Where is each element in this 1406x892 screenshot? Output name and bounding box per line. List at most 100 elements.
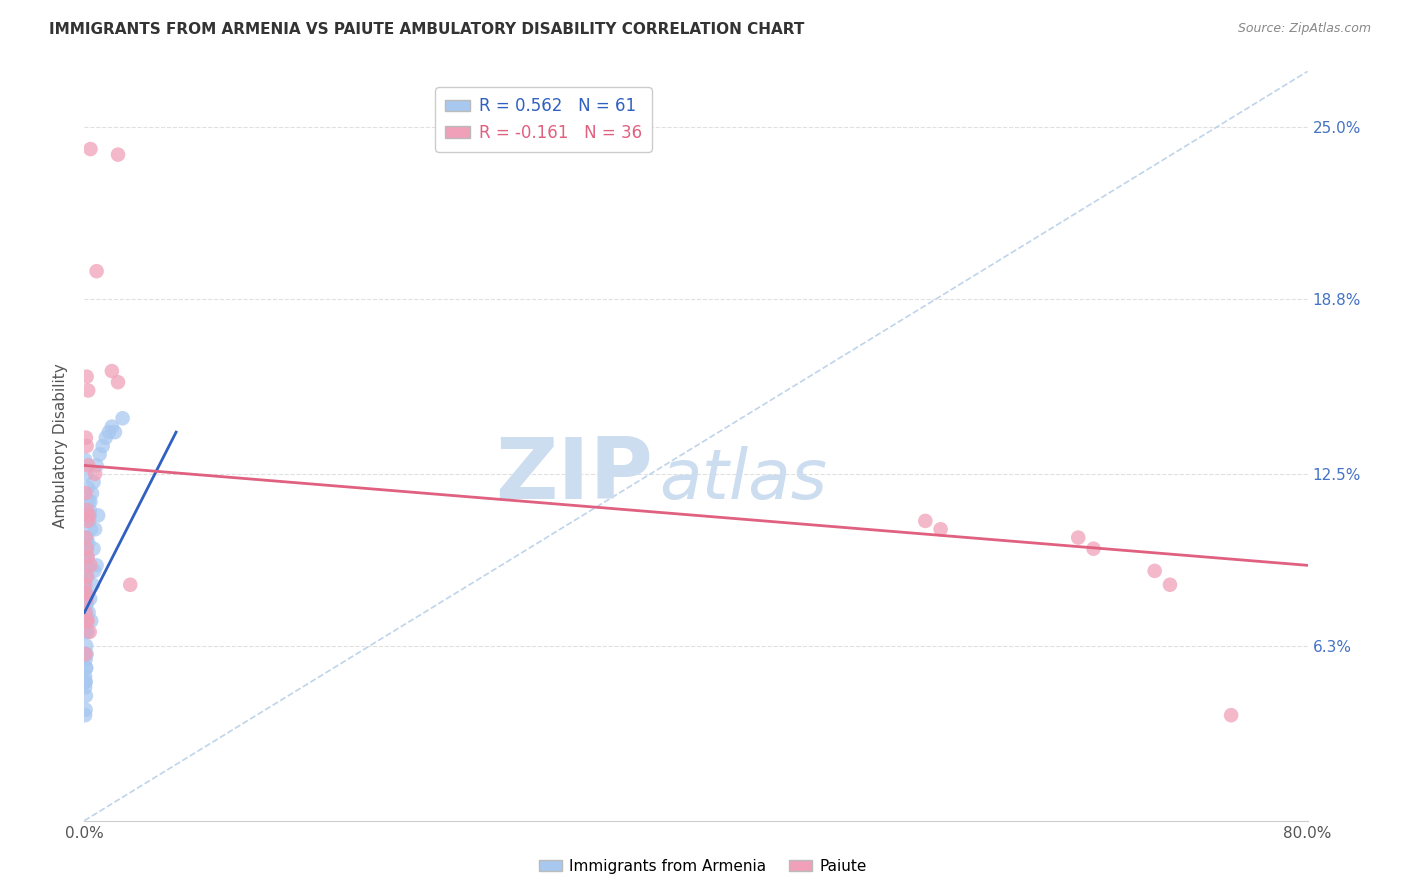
Point bbox=[76, 508, 98, 523]
Point bbox=[83, 475, 105, 489]
Point bbox=[84, 467, 107, 481]
Point bbox=[75, 586, 97, 600]
Point bbox=[75, 614, 97, 628]
Point bbox=[75, 586, 97, 600]
Point bbox=[79, 591, 101, 606]
Point bbox=[101, 419, 124, 434]
Point bbox=[76, 369, 98, 384]
Point bbox=[77, 514, 100, 528]
Text: ZIP: ZIP bbox=[495, 434, 654, 517]
Point bbox=[76, 569, 98, 583]
Point bbox=[75, 661, 97, 675]
Point bbox=[75, 606, 97, 620]
Point bbox=[1083, 541, 1105, 556]
Point bbox=[75, 453, 97, 467]
Point bbox=[77, 606, 100, 620]
Point bbox=[75, 578, 97, 592]
Point bbox=[77, 494, 100, 508]
Point bbox=[94, 431, 117, 445]
Text: IMMIGRANTS FROM ARMENIA VS PAIUTE AMBULATORY DISABILITY CORRELATION CHART: IMMIGRANTS FROM ARMENIA VS PAIUTE AMBULA… bbox=[49, 22, 804, 37]
Point bbox=[83, 564, 105, 578]
Point bbox=[1220, 708, 1243, 723]
Point bbox=[75, 661, 97, 675]
Point bbox=[80, 522, 103, 536]
Point bbox=[929, 522, 952, 536]
Point bbox=[75, 703, 97, 717]
Point bbox=[76, 439, 98, 453]
Point bbox=[75, 558, 97, 573]
Point bbox=[75, 689, 97, 703]
Y-axis label: Ambulatory Disability: Ambulatory Disability bbox=[53, 364, 69, 528]
Text: atlas: atlas bbox=[659, 446, 827, 513]
Point bbox=[76, 503, 98, 517]
Point bbox=[75, 606, 97, 620]
Point bbox=[76, 614, 98, 628]
Point bbox=[914, 514, 936, 528]
Point bbox=[76, 549, 98, 564]
Point bbox=[75, 549, 97, 564]
Point bbox=[75, 681, 97, 695]
Point bbox=[76, 624, 98, 639]
Point bbox=[76, 597, 98, 611]
Point bbox=[77, 536, 100, 550]
Point bbox=[75, 639, 97, 653]
Point bbox=[79, 558, 101, 573]
Point bbox=[79, 494, 101, 508]
Point bbox=[91, 439, 114, 453]
Point bbox=[82, 578, 104, 592]
Point bbox=[79, 624, 101, 639]
Point bbox=[76, 541, 98, 556]
Point bbox=[75, 653, 97, 667]
Point bbox=[86, 264, 108, 278]
Point bbox=[76, 481, 98, 495]
Point bbox=[111, 411, 134, 425]
Point bbox=[86, 558, 108, 573]
Point bbox=[75, 597, 97, 611]
Point bbox=[107, 147, 129, 161]
Point bbox=[75, 669, 97, 683]
Point bbox=[75, 624, 97, 639]
Point bbox=[76, 569, 98, 583]
Point bbox=[75, 708, 97, 723]
Point bbox=[83, 541, 105, 556]
Point bbox=[77, 458, 100, 473]
Point bbox=[77, 384, 100, 398]
Point bbox=[120, 578, 142, 592]
Point bbox=[104, 425, 127, 439]
Point bbox=[84, 522, 107, 536]
Point bbox=[76, 541, 98, 556]
Point bbox=[1067, 531, 1090, 545]
Point bbox=[87, 508, 110, 523]
Point bbox=[76, 591, 98, 606]
Point bbox=[80, 614, 103, 628]
Point bbox=[75, 564, 97, 578]
Point bbox=[75, 674, 97, 689]
Point bbox=[76, 514, 98, 528]
Point bbox=[1159, 578, 1181, 592]
Point bbox=[89, 447, 111, 461]
Point bbox=[77, 508, 100, 523]
Point bbox=[97, 425, 120, 439]
Point bbox=[75, 431, 97, 445]
Point bbox=[79, 508, 101, 523]
Point bbox=[107, 375, 129, 389]
Point bbox=[75, 591, 97, 606]
Point bbox=[76, 531, 98, 545]
Point bbox=[79, 142, 101, 156]
Point bbox=[75, 674, 97, 689]
Point bbox=[75, 531, 97, 545]
Point bbox=[101, 364, 124, 378]
Point bbox=[79, 503, 101, 517]
Point bbox=[76, 614, 98, 628]
Point bbox=[1143, 564, 1166, 578]
Point bbox=[75, 614, 97, 628]
Point bbox=[76, 647, 98, 661]
Point bbox=[86, 458, 108, 473]
Point bbox=[75, 467, 97, 481]
Point bbox=[80, 486, 103, 500]
Text: Source: ZipAtlas.com: Source: ZipAtlas.com bbox=[1237, 22, 1371, 36]
Legend: R = 0.562   N = 61, R = -0.161   N = 36: R = 0.562 N = 61, R = -0.161 N = 36 bbox=[436, 87, 651, 152]
Point bbox=[75, 647, 97, 661]
Point bbox=[76, 549, 98, 564]
Point bbox=[75, 536, 97, 550]
